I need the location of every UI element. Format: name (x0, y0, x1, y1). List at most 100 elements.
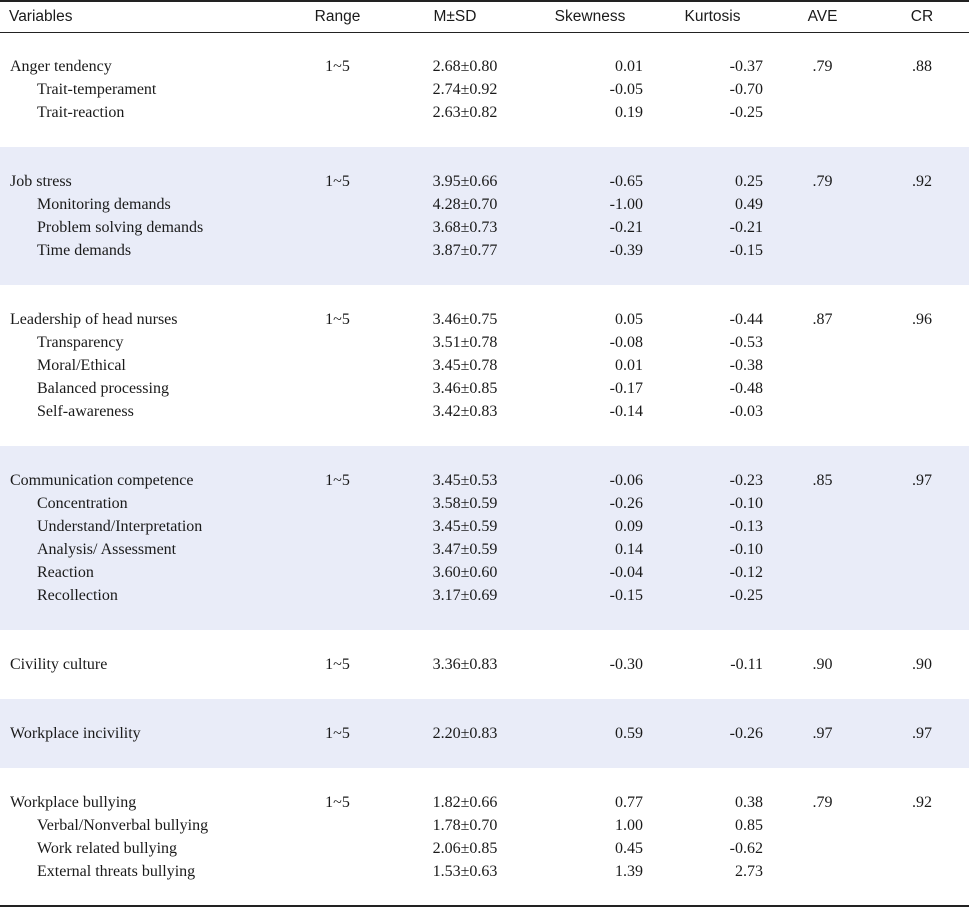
ave-cell: .87 (812, 310, 833, 328)
ave-cell (770, 584, 875, 607)
variable-name: Job stress (0, 170, 290, 193)
ave-cell: .97 (770, 722, 875, 745)
kurtosis-cell: 2.73 (735, 862, 763, 880)
group-spacer (0, 676, 969, 699)
sub-variable-row: Analysis/ Assessment 3.47±0.59 0.14 -0.10 (0, 538, 969, 561)
cr-cell (875, 584, 969, 607)
skewness-cell: -0.14 (609, 402, 643, 420)
ave-cell (770, 492, 875, 515)
msd-cell: 1.53±0.63 (432, 862, 498, 880)
cr-cell (875, 239, 969, 262)
sub-variable-name: Verbal/Nonverbal bullying (37, 816, 209, 834)
group-spacer (0, 699, 969, 722)
main-variable-row: Anger tendency 1~5 2.68±0.80 0.01 -0.37 .79 .8… (0, 55, 969, 78)
range-cell (290, 354, 385, 377)
header-msd: M±SD (385, 0, 525, 33)
sub-variable-name: Time demands (0, 239, 290, 262)
msd-cell: 3.46±0.85 (432, 379, 498, 397)
range-cell (290, 377, 385, 400)
cr-cell (875, 101, 969, 124)
kurtosis-cell: -0.48 (729, 379, 763, 397)
kurtosis-cell: -0.10 (655, 492, 770, 515)
header-cr: CR (875, 0, 969, 33)
cr-cell (875, 216, 969, 239)
msd-cell: 3.45±0.53 (385, 469, 525, 492)
main-variable-row: Leadership of head nurses 1~5 3.46±0.75 0.0… (0, 308, 969, 331)
msd-cell: 3.58±0.59 (385, 492, 525, 515)
group-spacer (0, 446, 969, 469)
sub-variable-name: Moral/Ethical (37, 356, 126, 374)
skewness-cell: 1.39 (615, 862, 643, 880)
msd-cell: 2.74±0.92 (432, 80, 498, 98)
cr-cell (875, 400, 969, 423)
range-cell (290, 584, 385, 607)
skewness-cell: -0.30 (609, 655, 643, 673)
msd-cell: 3.60±0.60 (385, 561, 525, 584)
kurtosis-cell: -0.62 (729, 839, 763, 857)
cr-cell (875, 354, 969, 377)
skewness-cell: -0.39 (525, 239, 655, 262)
sub-variable-row: Balanced processing 3.46±0.85 -0.17 -0.48 (0, 377, 969, 400)
skewness-cell: 0.19 (615, 103, 643, 121)
msd-cell: 3.46±0.75 (432, 310, 498, 328)
ave-cell (770, 377, 875, 400)
main-variable-row: Job stress 1~5 3.95±0.66 -0.65 0.25.79.92 (0, 170, 969, 193)
variable-group: Workplace bullying 1~5 1.82±0.66 0.77 0.38 .7… (0, 768, 969, 907)
cr-cell: .90 (912, 655, 932, 673)
msd-cell: 3.51±0.78 (432, 333, 498, 351)
sub-variable-row: External threats bullying 1.53±0.63 1.39 2.… (0, 860, 969, 883)
table-header: Variables Range M±SD Skewness Kurtosis A… (0, 0, 969, 33)
cr-cell (875, 837, 969, 860)
kurtosis-cell: -0.44 (729, 310, 763, 328)
sub-variable-row: Transparency 3.51±0.78 -0.08 -0.53 (0, 331, 969, 354)
group-spacer (0, 630, 969, 653)
ave-cell (770, 561, 875, 584)
group-spacer (0, 423, 969, 446)
cr-cell (875, 377, 969, 400)
sub-variable-name: Balanced processing (37, 379, 169, 397)
kurtosis-cell: 0.25 (655, 170, 770, 193)
sub-variable-row: Concentration 3.58±0.59 -0.26 -0.10 (0, 492, 969, 515)
skewness-cell: -0.04 (525, 561, 655, 584)
kurtosis-cell: -0.70 (729, 80, 763, 98)
ave-cell (770, 860, 875, 883)
group-spacer (0, 607, 969, 630)
msd-cell: 3.68±0.73 (385, 216, 525, 239)
msd-cell: 3.87±0.77 (385, 239, 525, 262)
kurtosis-cell: 0.49 (655, 193, 770, 216)
cr-cell (875, 538, 969, 561)
header-kurtosis: Kurtosis (655, 0, 770, 33)
variable-name: Anger tendency (10, 57, 112, 75)
msd-cell: 3.17±0.69 (385, 584, 525, 607)
header-range: Range (290, 0, 385, 33)
variable-name: Workplace bullying (10, 793, 137, 811)
variable-group: Communication competence 1~5 3.45±0.53 -0.0… (0, 446, 969, 630)
sub-variable-row: Monitoring demands 4.28±0.70 -1.00 0.49 (0, 193, 969, 216)
sub-variable-row: Trait-temperament 2.74±0.92 -0.05 -0.70 (0, 78, 969, 101)
msd-cell: 1.82±0.66 (432, 793, 498, 811)
ave-cell (770, 331, 875, 354)
sub-variable-row: Verbal/Nonverbal bullying 1.78±0.70 1.00 0.… (0, 814, 969, 837)
cr-cell: .92 (912, 793, 932, 811)
skewness-cell: -0.06 (525, 469, 655, 492)
cr-cell (875, 814, 969, 837)
main-variable-row: Workplace incivility 1~5 2.20±0.83 0.59 -0.2… (0, 722, 969, 745)
kurtosis-cell: 0.85 (735, 816, 763, 834)
sub-variable-row: Trait-reaction 2.63±0.82 0.19 -0.25 (0, 101, 969, 124)
ave-cell (770, 239, 875, 262)
skewness-cell: -0.17 (609, 379, 643, 397)
header-variables: Variables (0, 0, 290, 33)
group-spacer (0, 124, 969, 147)
ave-cell (770, 400, 875, 423)
range-cell (290, 239, 385, 262)
ave-cell (770, 515, 875, 538)
skewness-cell: -0.15 (525, 584, 655, 607)
sub-variable-row: Self-awareness 3.42±0.83 -0.14 -0.03 (0, 400, 969, 423)
range-cell (290, 837, 385, 860)
kurtosis-cell: -0.10 (655, 538, 770, 561)
ave-cell (770, 354, 875, 377)
range-cell: 1~5 (325, 793, 350, 811)
cr-cell: .92 (875, 170, 969, 193)
main-variable-row: Communication competence 1~5 3.45±0.53 -0.0… (0, 469, 969, 492)
msd-cell: 4.28±0.70 (385, 193, 525, 216)
